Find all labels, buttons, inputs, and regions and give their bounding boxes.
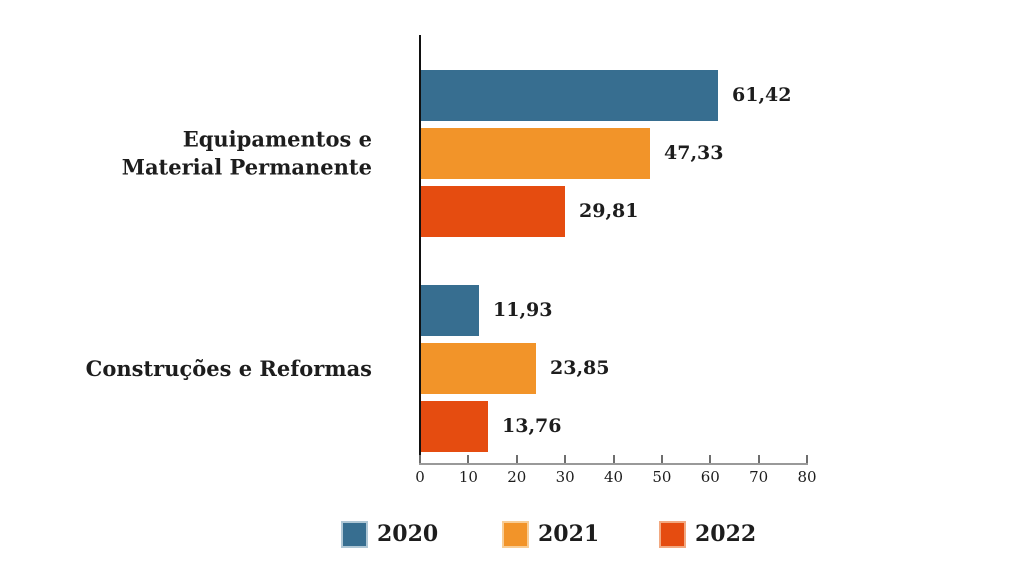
category-label-0: Equipamentos e Material Permanente <box>121 126 372 180</box>
bar-value-label: 13,76 <box>502 415 562 437</box>
x-tick-label: 60 <box>700 468 720 486</box>
x-tick <box>612 455 615 463</box>
x-tick-label: 0 <box>415 468 425 486</box>
x-tick-label: 50 <box>652 468 672 486</box>
bar-value-label: 61,42 <box>732 84 792 106</box>
bar-2021-1 <box>421 343 536 394</box>
x-tick-label: 10 <box>458 468 478 486</box>
bar-2022-1 <box>421 401 488 452</box>
bar-2020-1 <box>421 285 479 336</box>
x-tick <box>709 455 712 463</box>
legend-label-2020: 2020 <box>377 521 439 547</box>
bar-2022-0 <box>421 186 565 237</box>
x-tick-label: 20 <box>507 468 527 486</box>
legend-item-2021: 2021 <box>502 520 599 548</box>
x-tick-label: 40 <box>603 468 624 486</box>
legend-swatch-2021 <box>502 520 529 548</box>
x-tick <box>515 455 518 463</box>
bar-value-label: 23,85 <box>550 357 610 379</box>
x-axis-line <box>419 463 808 465</box>
y-axis-line <box>419 35 421 465</box>
x-tick <box>660 455 663 463</box>
x-tick <box>806 455 808 463</box>
x-tick <box>564 455 567 463</box>
legend-item-2022: 2022 <box>659 520 756 548</box>
legend-swatch-2022 <box>659 520 686 548</box>
legend-swatch-2020 <box>341 520 368 548</box>
category-label-1: Construções e Reformas <box>85 355 372 381</box>
x-tick <box>757 455 760 463</box>
bar-value-label: 47,33 <box>664 142 724 164</box>
legend-label-2022: 2022 <box>695 521 757 547</box>
legend-label-2021: 2021 <box>538 521 600 547</box>
x-tick <box>467 455 470 463</box>
x-tick-label: 30 <box>555 468 575 486</box>
x-tick-label: 70 <box>749 468 769 486</box>
bar-value-label: 11,93 <box>493 299 553 321</box>
bar-value-label: 29,81 <box>579 200 639 222</box>
bar-2020-0 <box>421 70 718 121</box>
bar-2021-0 <box>421 128 650 179</box>
x-tick <box>419 455 421 463</box>
legend-item-2020: 2020 <box>341 520 438 548</box>
x-tick-label: 80 <box>797 468 817 486</box>
